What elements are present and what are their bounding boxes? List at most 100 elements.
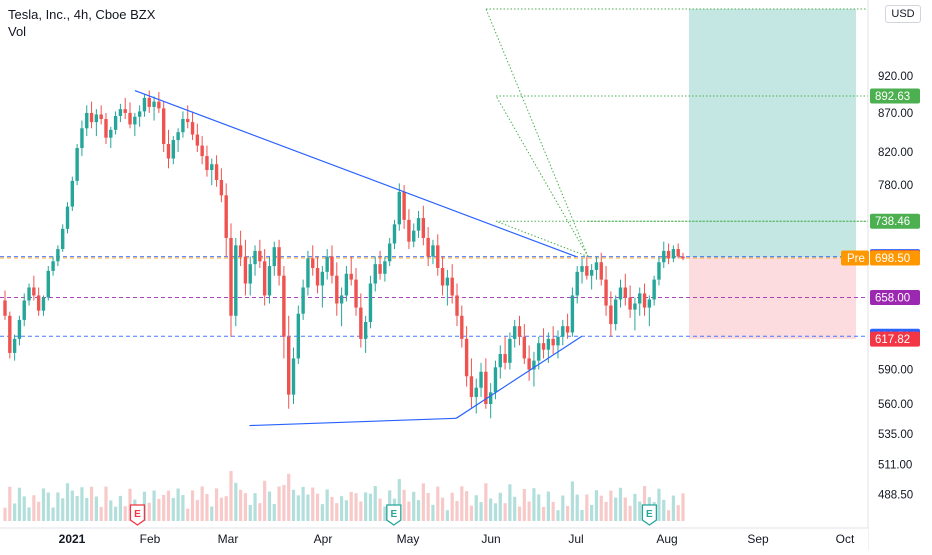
- volume-bar: [498, 492, 502, 521]
- volume-bar: [638, 501, 642, 521]
- candle-body: [676, 249, 680, 257]
- triangle-line: [249, 417, 457, 427]
- candle-body: [315, 267, 320, 286]
- volume-bar: [541, 506, 546, 521]
- volume-bar: [152, 490, 156, 521]
- volume-bar: [671, 495, 675, 521]
- candle-body: [407, 219, 411, 242]
- candle-body: [152, 101, 156, 107]
- price-label: 617.82: [870, 331, 920, 347]
- candle-body: [508, 338, 512, 363]
- price-label-text: 892.63: [875, 91, 910, 103]
- volume-bar: [181, 495, 185, 521]
- candle-body: [556, 336, 560, 346]
- volume-bar: [214, 488, 219, 521]
- volume-bar: [296, 495, 300, 521]
- volume-bar: [618, 487, 623, 521]
- time-tick-label: Apr: [314, 532, 333, 546]
- candle-body: [205, 156, 209, 170]
- candle-body: [301, 287, 305, 314]
- earnings-badge: [129, 504, 146, 526]
- candle-body: [570, 295, 575, 333]
- volume-bar: [94, 496, 98, 521]
- earnings-marker: E: [386, 504, 402, 526]
- price-tick-label: 511.00: [878, 459, 912, 471]
- candle-body: [416, 218, 421, 231]
- volume-bar: [397, 479, 401, 521]
- candle-body: [527, 358, 531, 370]
- candle-body: [147, 97, 151, 107]
- volume-bar: [27, 507, 31, 521]
- volume-bar: [277, 486, 281, 521]
- candle-body: [219, 180, 224, 196]
- volume-bar: [517, 506, 522, 521]
- candle-body: [426, 237, 430, 257]
- volume-bar: [402, 489, 406, 521]
- candle-body: [157, 101, 161, 109]
- candle-body: [532, 360, 536, 370]
- time-tick-label: Sep: [747, 532, 769, 546]
- volume-bar: [580, 509, 584, 521]
- chart-legend: Tesla, Inc., 4h, Cboe BZX Vol: [8, 6, 155, 40]
- candle-body: [190, 122, 195, 135]
- target-zone: [689, 9, 856, 258]
- candle-body: [642, 293, 647, 308]
- price-tick-label: 590.00: [878, 365, 913, 377]
- time-tick-label: Oct: [836, 532, 855, 546]
- volume-bar: [89, 486, 94, 521]
- price-tick-label: 820.00: [878, 147, 913, 159]
- volume-bar: [253, 493, 257, 521]
- candle-body: [238, 245, 243, 257]
- candle-body: [311, 258, 315, 268]
- volume-bar: [65, 483, 70, 521]
- position-zones: [689, 9, 856, 340]
- triangle-line: [455, 335, 583, 419]
- candle-body: [363, 321, 368, 339]
- earnings-badge: [641, 504, 658, 526]
- currency-button[interactable]: USD: [885, 5, 921, 23]
- candle-body: [258, 250, 262, 262]
- candle-body: [498, 354, 502, 368]
- volume-bar: [234, 482, 238, 521]
- candle-body: [589, 269, 594, 276]
- price-label-text: 738.46: [875, 216, 910, 228]
- candle-body: [287, 336, 291, 395]
- candle-body: [628, 297, 632, 310]
- candle-body: [335, 275, 339, 304]
- volume-bar: [642, 486, 647, 521]
- volume-bar: [195, 500, 199, 521]
- price-tick-label: 560.00: [878, 399, 913, 411]
- candle-body: [8, 315, 12, 353]
- price-label-bg: [870, 289, 920, 305]
- volume-bar: [623, 497, 627, 521]
- candle-body: [195, 134, 200, 146]
- volume-bar: [46, 492, 50, 521]
- candle-body: [522, 336, 527, 359]
- volume-bar: [407, 501, 411, 521]
- candle-body: [282, 275, 286, 337]
- volume-bar: [585, 494, 589, 521]
- candle-body: [488, 392, 493, 404]
- volume-bar: [575, 494, 579, 521]
- candle-body: [354, 279, 358, 308]
- volume-bar: [609, 490, 613, 521]
- volume-bar: [263, 480, 267, 521]
- volume-bar: [628, 505, 632, 521]
- candle-body: [306, 258, 310, 288]
- volume-bar: [13, 503, 17, 521]
- candle-body: [296, 313, 301, 359]
- price-label: 738.46: [870, 213, 920, 229]
- price-label-text: 658.00: [875, 292, 910, 304]
- candle-body: [431, 245, 435, 257]
- price-tick-label: 488.50: [878, 489, 913, 501]
- candle-body: [128, 112, 132, 125]
- volume-bar: [546, 491, 550, 521]
- candle-body: [609, 305, 613, 325]
- volume-bar: [445, 510, 449, 521]
- time-tick-label: Jul: [568, 532, 583, 546]
- volume-bar: [291, 489, 296, 521]
- candle-body: [320, 271, 325, 286]
- volume-bar: [306, 494, 310, 521]
